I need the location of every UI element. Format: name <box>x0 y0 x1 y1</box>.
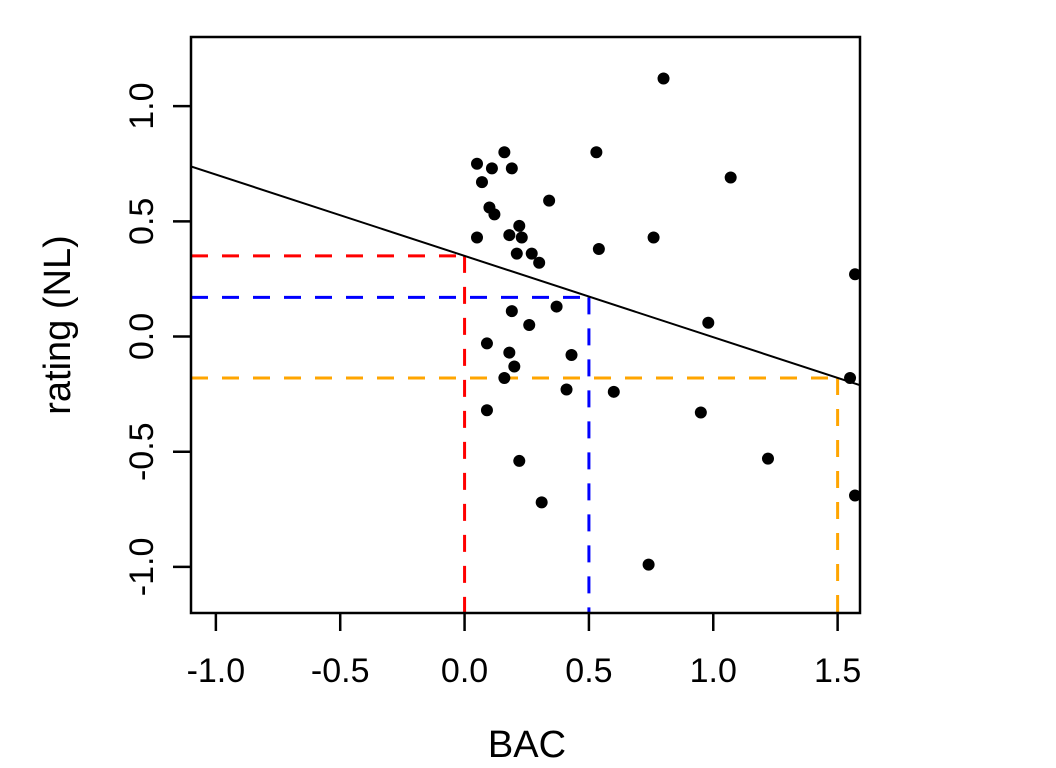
regression-line-group <box>191 165 860 387</box>
y-tick-label: -1.0 <box>123 538 161 597</box>
x-tick-label: 1.0 <box>690 652 737 690</box>
y-tick-label: 1.0 <box>123 82 161 129</box>
data-point <box>525 247 538 260</box>
data-point <box>535 496 548 509</box>
x-tick-label: -1.0 <box>187 652 246 690</box>
data-point <box>647 231 660 244</box>
data-point <box>657 72 670 85</box>
data-point <box>523 319 536 331</box>
data-point <box>642 558 655 571</box>
data-point <box>488 208 501 221</box>
data-point <box>508 360 521 373</box>
data-point <box>505 162 518 175</box>
data-point <box>844 371 857 384</box>
data-point <box>724 171 737 184</box>
prediction-guide-lines <box>191 254 840 613</box>
x-axis-title: BAC <box>488 724 566 766</box>
data-point <box>607 385 620 398</box>
data-point <box>480 404 493 417</box>
data-point <box>543 194 556 207</box>
data-point <box>533 256 546 269</box>
data-point <box>590 146 603 159</box>
regression-line <box>191 165 860 387</box>
data-point <box>475 176 488 189</box>
data-point <box>560 383 573 396</box>
data-point <box>849 268 860 281</box>
data-point <box>498 146 511 159</box>
data-point <box>498 371 511 384</box>
data-point <box>550 300 563 313</box>
y-axis-title: rating (NL) <box>37 235 79 415</box>
data-point <box>503 229 516 242</box>
data-point <box>849 489 860 502</box>
data-point <box>565 348 578 361</box>
data-point <box>702 316 715 329</box>
x-tick-label: 0.0 <box>441 652 488 690</box>
x-tick-label: 0.5 <box>565 652 612 690</box>
data-point <box>694 406 707 419</box>
data-point <box>510 247 523 260</box>
y-tick-label: 0.5 <box>123 198 161 245</box>
data-point <box>592 242 605 255</box>
data-point <box>505 305 518 318</box>
data-point <box>503 346 516 359</box>
data-point <box>515 231 528 244</box>
data-point <box>471 231 484 244</box>
data-point <box>485 162 498 175</box>
data-point <box>480 337 493 350</box>
y-tick-label: -0.5 <box>123 422 161 481</box>
y-tick-label: 0.0 <box>123 313 161 360</box>
plot-border <box>189 35 862 615</box>
x-tick-label: 1.5 <box>814 652 861 690</box>
data-point <box>471 157 484 170</box>
axes-group: -1.0 -0.5 0.0 0.5 1.0 1.5 -1.0 -0.5 0.0 0.5 1.0 <box>123 82 861 690</box>
data-point <box>761 452 774 465</box>
x-tick-label: -0.5 <box>311 652 370 690</box>
data-point <box>513 454 526 467</box>
data-points-group <box>471 72 860 571</box>
data-point <box>513 219 526 232</box>
